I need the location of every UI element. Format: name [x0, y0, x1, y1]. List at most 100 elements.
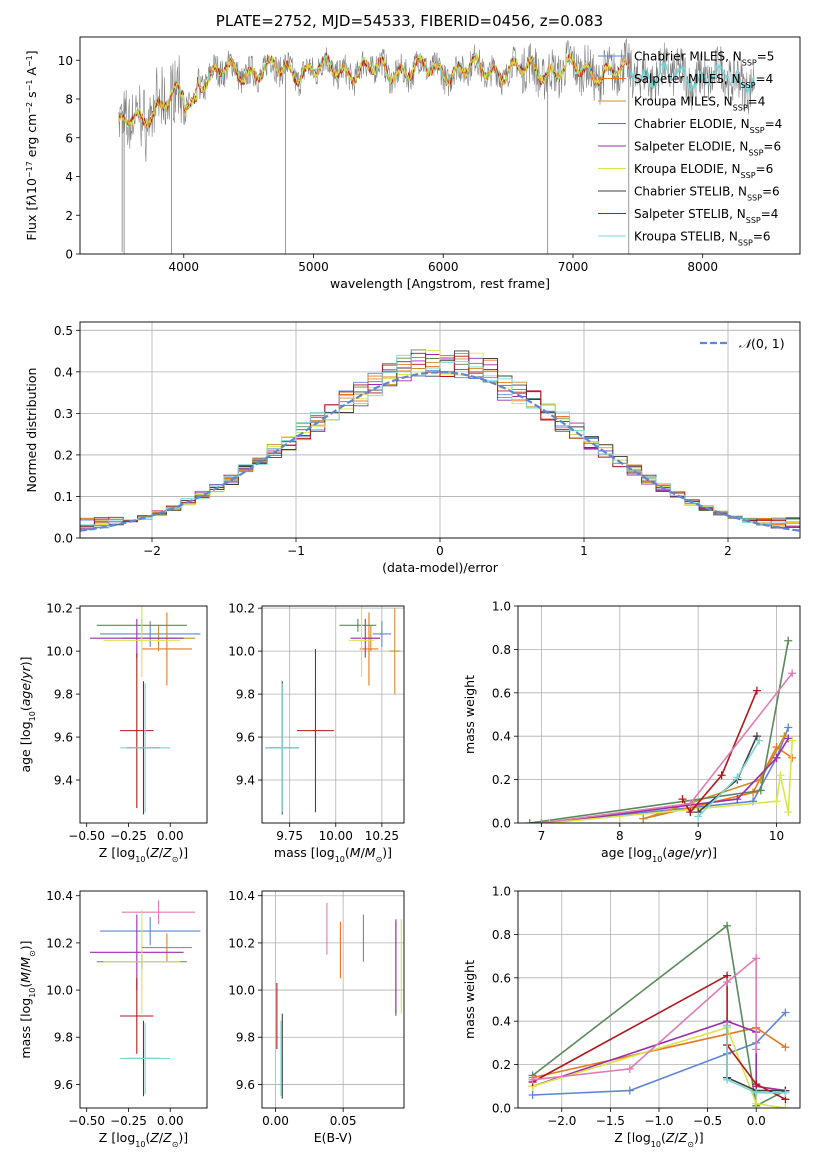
histogram-KrouSTELIB [80, 354, 800, 529]
x-tick-label: −0.25 [110, 829, 147, 843]
x-tick-label: 7 [538, 829, 546, 843]
y-tick-label: 0.2 [492, 773, 511, 787]
weight-line-KrouSTELIB [726, 1025, 786, 1094]
y-tick-label: 0.0 [492, 1102, 511, 1116]
legend-label: Kroupa ELODIE, NSSP=6 [634, 162, 773, 180]
plot-area [90, 900, 201, 1097]
x-tick-label: 9 [694, 829, 702, 843]
axes-frame [79, 36, 801, 255]
x-tick-label: 0.0 [747, 1114, 766, 1128]
weight-marker [545, 819, 554, 823]
weight-marker [723, 978, 732, 987]
y-tick-label: 10.0 [46, 984, 73, 998]
y-axis-label: Flux [fλ10−17 erg cm−2 s−1 A−1] [24, 50, 39, 240]
weight-marker [752, 1045, 761, 1054]
x-tick-label: 8 [616, 829, 624, 843]
x-tick-label: 9.75 [276, 829, 303, 843]
chart-weight_vs_age: 7 8 9 10 0.0 0.2 0.4 0.6 0.8 1.0 age [log10(age/yr… [462, 600, 801, 864]
x-tick-label: 2 [724, 544, 732, 558]
weight-line-ChabELODIE [529, 640, 790, 823]
weight-marker [694, 812, 703, 821]
weight-marker [756, 786, 765, 795]
weight-marker [625, 1064, 634, 1073]
y-tick-label: 10.0 [46, 645, 73, 659]
weight-marker [752, 1088, 761, 1097]
x-tick-label: 8000 [687, 260, 718, 274]
y-tick-label: 0.1 [54, 490, 73, 504]
errorbar-KrouMILES [389, 608, 401, 695]
chart-age_vs_mass: 9.75 10.00 10.25 9.4 9.6 9.8 10.0 10.2 mass [log… [228, 602, 405, 864]
x-tick-label: −1.5 [596, 1114, 625, 1128]
axes-frame [261, 605, 405, 824]
axes-frame [79, 890, 208, 1109]
x-tick-label: −0.5 [693, 1114, 722, 1128]
errorbar-SalpELODIE [90, 914, 184, 991]
model-spectrum-line [118, 52, 630, 129]
axes-frame [517, 890, 801, 1109]
errorbar-KrouELODIE [103, 606, 181, 677]
weight-marker [723, 921, 732, 930]
x-tick-label: −1 [287, 544, 305, 558]
data-spectrum-line [118, 38, 755, 162]
x-tick-label: 0.05 [330, 1114, 357, 1128]
x-tick-label: −0.50 [68, 1114, 105, 1128]
weight-marker [686, 799, 695, 808]
x-axis-label: Z [log10(Z/Z⊙)] [614, 1130, 703, 1149]
x-tick-label: −2 [143, 544, 161, 558]
legend-label: Salpeter MILES, NSSP=4 [634, 72, 773, 90]
y-tick-label: 0.0 [54, 532, 73, 546]
y-tick-label: 10.2 [46, 602, 73, 616]
plot-area [80, 349, 800, 532]
legend-label: Kroupa STELIB, NSSP=6 [634, 230, 771, 248]
errorbar-ChabELODIE [339, 618, 377, 632]
weight-marker [788, 669, 797, 678]
y-axis-label: mass weight [462, 675, 477, 754]
weight-marker [788, 736, 797, 745]
weight-marker [772, 753, 781, 762]
y-tick-label: 9.6 [236, 1078, 255, 1092]
y-tick-label: 0.5 [54, 324, 73, 338]
y-axis-label: mass [log10(M/M⊙)] [18, 940, 37, 1058]
legend-label: Chabrier ELODIE, NSSP=4 [634, 117, 782, 135]
chart-mass_vs_EBV: 0.00 0.05 9.6 9.8 10.0 10.2 10.4 E(B-V) [228, 889, 405, 1145]
y-tick-label: 1.0 [492, 600, 511, 614]
axes-frame [79, 605, 208, 824]
errorbar-SalpSTELIB [297, 648, 334, 813]
plot-area [265, 606, 401, 815]
weight-line-ChabELODIE [532, 924, 786, 1108]
errorbar-KrouELODIE [103, 909, 181, 1014]
y-tick-label: 1.0 [492, 885, 511, 899]
y-tick-label: 9.6 [54, 731, 73, 745]
x-axis-label: Z [log10(Z/Z⊙)] [99, 845, 188, 864]
x-tick-label: 10.25 [365, 829, 399, 843]
x-axis-label: E(B-V) [314, 1130, 353, 1145]
y-tick-label: 10.4 [228, 889, 255, 903]
weight-marker [752, 686, 761, 695]
y-tick-label: 0.8 [492, 928, 511, 942]
y-tick-label: 0 [65, 248, 73, 262]
x-tick-label: −2.0 [547, 1114, 576, 1128]
chart-mass_vs_Z: −0.50 −0.25 0.00 9.6 9.8 10.0 10.2 10.4 Z [log10… [18, 889, 208, 1149]
y-tick-label: 10 [58, 54, 73, 68]
weight-marker [678, 795, 687, 804]
plot-area [528, 921, 790, 1108]
x-tick-label: 0.00 [262, 1114, 289, 1128]
errorbar-SalpSTELIB [120, 978, 154, 1054]
errorbar-KrouELODIE [348, 606, 375, 677]
y-tick-label: 10.2 [46, 936, 73, 950]
gaussian-legend-label: 𝒩(0, 1) [739, 336, 785, 351]
y-tick-label: 9.4 [54, 774, 73, 788]
weight-marker [723, 1021, 732, 1030]
x-tick-label: 7000 [558, 260, 589, 274]
weight-marker [781, 1104, 790, 1108]
errorbar-SalpMILES [359, 612, 379, 686]
weight-marker [781, 1008, 790, 1017]
weight-line-SalpMILES [532, 956, 758, 1081]
plot-area [525, 636, 797, 823]
y-axis-label: mass weight [462, 960, 477, 1039]
y-tick-label: 9.4 [236, 774, 255, 788]
weight-marker [717, 771, 726, 780]
weight-marker [781, 1043, 790, 1052]
y-tick-label: 9.8 [236, 1031, 255, 1045]
weight-marker [752, 1080, 761, 1089]
